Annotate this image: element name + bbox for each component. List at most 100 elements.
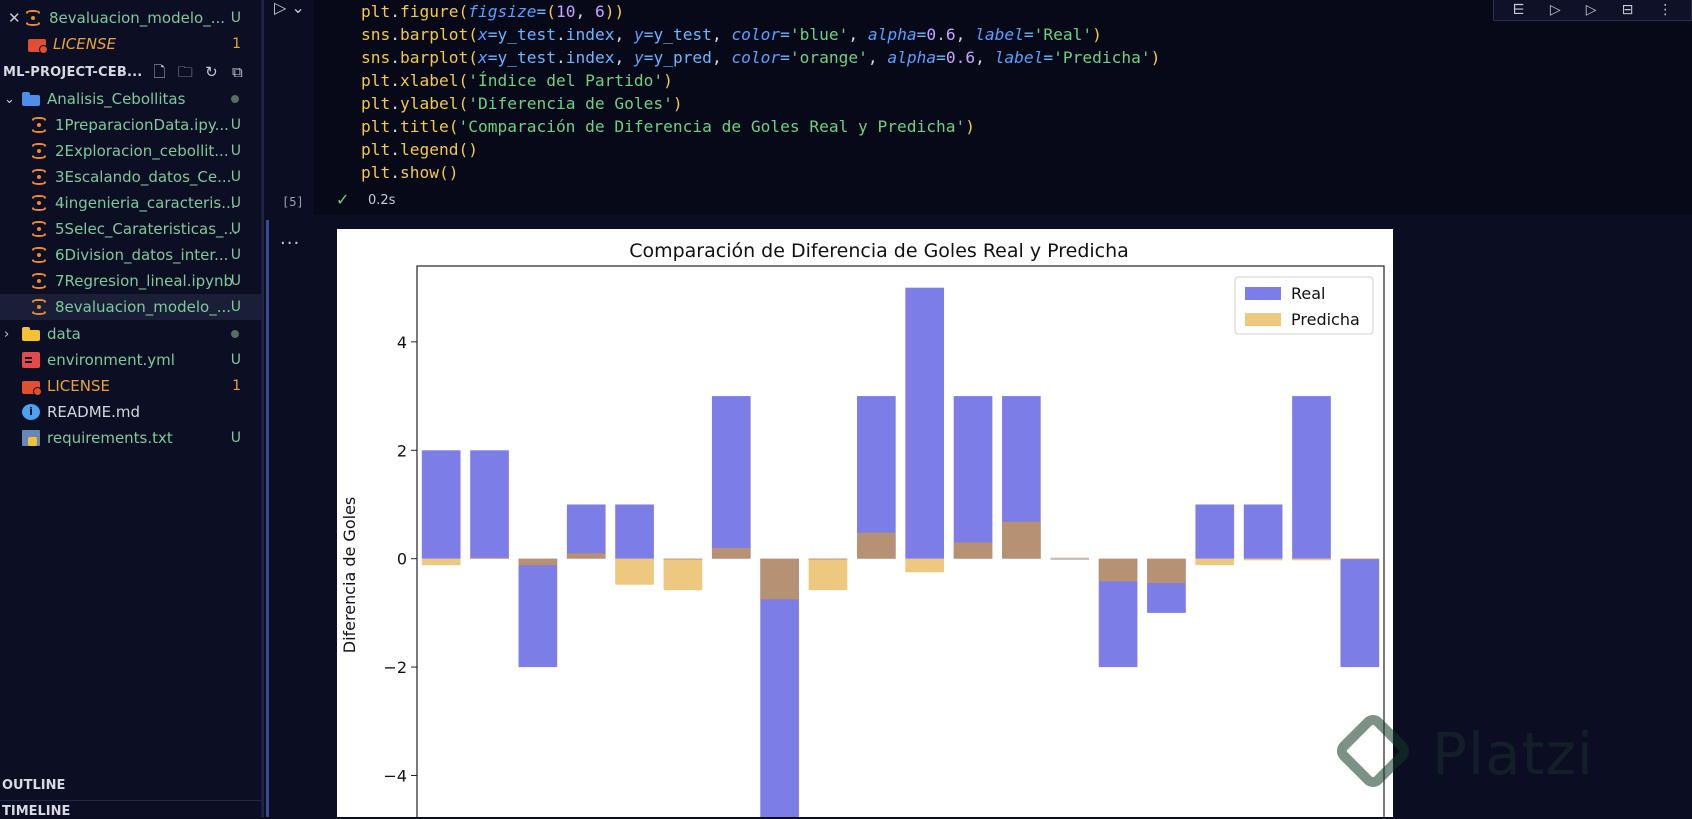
code-line: plt.title('Comparación de Diferencia de … — [361, 117, 976, 136]
tree-item[interactable]: i README.md — [0, 399, 261, 425]
jupyter-notebook-icon — [24, 9, 42, 27]
git-status-badge: U — [230, 143, 241, 159]
project-header[interactable]: ML-PROJECT-CEB... 🗋 🗀 ↻ ⧉ — [0, 59, 261, 85]
code-editor[interactable]: plt.figure(figsize=(10, 6)) sns.barplot(… — [361, 0, 1160, 184]
tree-item[interactable]: 4ingenieria_caracteris... U — [0, 190, 261, 216]
bar-predicha-14 — [1098, 558, 1138, 582]
jupyter-notebook-icon — [30, 246, 48, 264]
close-icon[interactable]: ✕ — [8, 9, 21, 27]
tree-item-label: 3Escalando_datos_Ce... — [55, 168, 232, 186]
bar-predicha-19 — [1340, 558, 1380, 560]
tree-item[interactable]: environment.yml U — [0, 347, 261, 373]
bar-predicha-18 — [1292, 558, 1331, 561]
bars-layer — [421, 287, 1380, 817]
tree-item[interactable]: 6Division_datos_inter... U — [0, 242, 261, 268]
tree-item-label: requirements.txt — [47, 429, 173, 447]
code-line: plt.legend() — [361, 140, 478, 159]
plot-frame — [416, 265, 1385, 817]
explorer-sidebar: ✕ 8evaluacion_modelo_... U LICENSE 1 ML-… — [0, 0, 262, 819]
jupyter-notebook-icon — [30, 168, 48, 186]
open-editor-item[interactable]: ✕ 8evaluacion_modelo_... U — [0, 5, 261, 31]
bar-real-13 — [1050, 558, 1090, 560]
chart-title: Comparación de Diferencia de Goles Real … — [629, 240, 1129, 262]
jupyter-notebook-icon — [30, 272, 48, 290]
new-file-icon[interactable]: 🗋 — [153, 63, 166, 81]
split-cell-icon[interactable]: ⊟ — [1621, 2, 1634, 18]
tree-item-label: README.md — [47, 403, 141, 421]
python-requirements-icon — [22, 430, 40, 446]
tree-item[interactable]: requirements.txt U — [0, 425, 261, 451]
refresh-icon[interactable]: ↻ — [205, 63, 218, 81]
platzi-wordmark: Platzi — [1432, 720, 1594, 788]
problems-badge: 1 — [232, 378, 241, 394]
bar-real-2 — [518, 558, 558, 668]
git-status-badge: U — [230, 430, 241, 446]
chevron-down-icon: ⌄ — [4, 91, 15, 107]
info-icon: i — [22, 404, 40, 420]
legend-label-predicha: Predicha — [1291, 310, 1360, 329]
bar-real-7 — [760, 558, 799, 817]
tree-folder-data[interactable]: › data — [0, 321, 261, 347]
bar-real-18 — [1292, 396, 1331, 559]
cell-toolbar: ⋿ ▷ ▷ ⊟ ⋮ — [1493, 0, 1692, 21]
execute-below-icon[interactable]: ▷ — [1585, 2, 1597, 18]
folder-open-icon — [22, 92, 40, 106]
timeline-panel-header[interactable]: TIMELINE — [2, 804, 71, 819]
y-tick-label: −4 — [383, 766, 407, 785]
run-by-line-icon[interactable]: ⋿ — [1512, 2, 1525, 18]
cell-focus-indicator — [266, 220, 269, 817]
tree-item-label: 1PreparacionData.ipy... — [55, 116, 229, 134]
bar-real-10 — [905, 287, 945, 559]
execution-time: 0.2s — [368, 193, 396, 208]
bar-predicha-2 — [518, 558, 558, 566]
bar-predicha-13 — [1050, 557, 1090, 559]
open-editor-item[interactable]: LICENSE 1 — [0, 31, 261, 57]
outline-panel-header[interactable]: OUTLINE — [2, 778, 66, 793]
bar-real-4 — [615, 504, 654, 559]
bar-predicha-5 — [663, 558, 703, 591]
code-line: plt.xlabel('Índice del Partido') — [361, 71, 673, 90]
tree-item[interactable]: 7Regresion_lineal.ipynb U — [0, 268, 261, 294]
new-folder-icon[interactable]: 🗀 — [177, 63, 193, 81]
bar-predicha-9 — [856, 532, 896, 559]
jupyter-notebook-icon — [30, 298, 48, 316]
tree-item[interactable]: 2Exploracion_cebollit... U — [0, 138, 261, 164]
bar-real-6 — [711, 396, 751, 559]
bar-predicha-1 — [470, 557, 509, 559]
tree-item[interactable]: LICENSE 1 — [0, 373, 261, 399]
bar-real-19 — [1340, 558, 1380, 668]
tree-item-label: 6Division_datos_inter... — [55, 246, 229, 264]
sidebar-resize-handle[interactable] — [262, 0, 264, 817]
legend-label-real: Real — [1291, 284, 1326, 303]
code-cell[interactable]: plt.figure(figsize=(10, 6)) sns.barplot(… — [314, 0, 1692, 215]
more-icon[interactable]: ⋮ — [1658, 2, 1673, 18]
bar-real-0 — [421, 450, 461, 559]
git-status-badge: U — [230, 195, 241, 211]
execute-above-icon[interactable]: ▷ — [1549, 2, 1561, 18]
tree-item[interactable]: 3Escalando_datos_Ce... U — [0, 164, 261, 190]
bar-predicha-15 — [1147, 558, 1186, 584]
chevron-right-icon: › — [4, 326, 10, 342]
bar-predicha-16 — [1195, 558, 1235, 566]
git-status-badge: U — [230, 352, 241, 368]
jupyter-notebook-icon — [30, 142, 48, 160]
collapse-all-icon[interactable]: ⧉ — [232, 63, 243, 81]
tree-item[interactable]: 1PreparacionData.ipy... U — [0, 112, 261, 138]
code-line: sns.barplot(x=y_test.index, y=y_pred, co… — [361, 48, 1161, 67]
tree-item-selected[interactable]: 8evaluacion_modelo_... U — [0, 294, 261, 320]
code-line: sns.barplot(x=y_test.index, y=y_test, co… — [361, 25, 1102, 44]
bar-real-9 — [856, 396, 896, 559]
bar-predicha-11 — [953, 542, 993, 559]
tree-folder-analisis[interactable]: ⌄ Analisis_Cebollitas — [0, 86, 261, 112]
bar-predicha-12 — [1002, 521, 1041, 559]
tree-item[interactable]: 5Selec_Carateristicas_... U — [0, 216, 261, 242]
output-more-actions[interactable]: ... — [280, 228, 301, 249]
modified-dot — [231, 95, 239, 103]
tree-item-label: 7Regresion_lineal.ipynb — [55, 272, 234, 290]
project-title: ML-PROJECT-CEB... — [3, 64, 143, 80]
y-tick-label: 4 — [397, 333, 407, 352]
bar-predicha-3 — [566, 553, 606, 559]
tree-item-label: Analisis_Cebollitas — [47, 90, 186, 108]
jupyter-notebook-icon — [30, 194, 48, 212]
run-cell-icon[interactable]: ▷ ⌄ — [274, 0, 305, 17]
